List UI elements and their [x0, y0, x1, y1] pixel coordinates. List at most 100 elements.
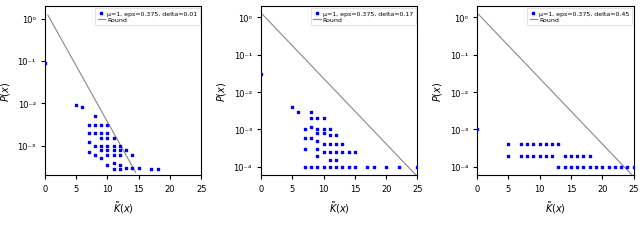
- μ=1, eps=0.375, delta=0.01: [109, 161, 119, 165]
- μ=1, eps=0.375, delta=0.01: [115, 154, 125, 157]
- μ=1, eps=0.375, delta=0.01: [152, 168, 163, 171]
- μ=1, eps=0.375, delta=0.01: [115, 144, 125, 148]
- Line: Round: Round: [48, 16, 136, 173]
- Legend: μ=1, eps=0.375, delta=0.17, Round: μ=1, eps=0.375, delta=0.17, Round: [311, 9, 415, 26]
- μ=1, eps=0.375, delta=0.01: [84, 131, 94, 135]
- μ=1, eps=0.375, delta=0.17: [349, 165, 360, 169]
- μ=1, eps=0.375, delta=0.45: [522, 154, 532, 158]
- μ=1, eps=0.375, delta=0.45: [516, 143, 526, 146]
- μ=1, eps=0.375, delta=0.01: [134, 166, 144, 170]
- μ=1, eps=0.375, delta=0.45: [559, 154, 570, 158]
- μ=1, eps=0.375, delta=0.17: [331, 134, 341, 137]
- μ=1, eps=0.375, delta=0.17: [312, 128, 323, 132]
- μ=1, eps=0.375, delta=0.45: [528, 143, 538, 146]
- μ=1, eps=0.375, delta=0.45: [516, 154, 526, 158]
- μ=1, eps=0.375, delta=0.01: [102, 124, 113, 128]
- μ=1, eps=0.375, delta=0.17: [312, 148, 323, 151]
- μ=1, eps=0.375, delta=0.45: [534, 143, 545, 146]
- μ=1, eps=0.375, delta=0.17: [362, 165, 372, 169]
- μ=1, eps=0.375, delta=0.45: [584, 154, 595, 158]
- μ=1, eps=0.375, delta=0.45: [528, 154, 538, 158]
- μ=1, eps=0.375, delta=0.17: [312, 154, 323, 158]
- μ=1, eps=0.375, delta=0.01: [109, 148, 119, 152]
- μ=1, eps=0.375, delta=0.45: [610, 165, 620, 169]
- μ=1, eps=0.375, delta=0.17: [312, 139, 323, 143]
- μ=1, eps=0.375, delta=0.17: [319, 151, 329, 154]
- μ=1, eps=0.375, delta=0.45: [472, 128, 482, 132]
- μ=1, eps=0.375, delta=0.01: [127, 154, 138, 157]
- μ=1, eps=0.375, delta=0.01: [90, 154, 100, 157]
- Round: [44, 15, 52, 18]
- μ=1, eps=0.375, delta=0.17: [319, 165, 329, 169]
- Round: [132, 171, 140, 174]
- μ=1, eps=0.375, delta=0.45: [554, 143, 564, 146]
- μ=1, eps=0.375, delta=0.01: [96, 148, 106, 152]
- μ=1, eps=0.375, delta=0.17: [324, 134, 335, 137]
- μ=1, eps=0.375, delta=0.17: [324, 159, 335, 162]
- μ=1, eps=0.375, delta=0.01: [102, 148, 113, 152]
- μ=1, eps=0.375, delta=0.01: [40, 62, 50, 65]
- μ=1, eps=0.375, delta=0.17: [412, 165, 422, 169]
- μ=1, eps=0.375, delta=0.01: [109, 154, 119, 157]
- μ=1, eps=0.375, delta=0.17: [306, 136, 316, 140]
- μ=1, eps=0.375, delta=0.17: [324, 151, 335, 154]
- Legend: μ=1, eps=0.375, delta=0.45, Round: μ=1, eps=0.375, delta=0.45, Round: [527, 9, 632, 26]
- μ=1, eps=0.375, delta=0.17: [306, 165, 316, 169]
- μ=1, eps=0.375, delta=0.17: [300, 165, 310, 169]
- μ=1, eps=0.375, delta=0.17: [337, 151, 348, 154]
- μ=1, eps=0.375, delta=0.45: [616, 165, 626, 169]
- μ=1, eps=0.375, delta=0.01: [84, 151, 94, 154]
- μ=1, eps=0.375, delta=0.45: [572, 154, 582, 158]
- μ=1, eps=0.375, delta=0.01: [71, 104, 81, 108]
- μ=1, eps=0.375, delta=0.17: [331, 143, 341, 146]
- μ=1, eps=0.375, delta=0.01: [96, 137, 106, 140]
- μ=1, eps=0.375, delta=0.45: [622, 165, 632, 169]
- μ=1, eps=0.375, delta=0.45: [604, 165, 614, 169]
- μ=1, eps=0.375, delta=0.17: [300, 148, 310, 151]
- μ=1, eps=0.375, delta=0.01: [90, 131, 100, 135]
- Y-axis label: $P(x)$: $P(x)$: [431, 81, 444, 101]
- μ=1, eps=0.375, delta=0.01: [96, 124, 106, 128]
- μ=1, eps=0.375, delta=0.17: [324, 143, 335, 146]
- μ=1, eps=0.375, delta=0.17: [394, 165, 404, 169]
- μ=1, eps=0.375, delta=0.45: [547, 143, 557, 146]
- μ=1, eps=0.375, delta=0.01: [96, 157, 106, 160]
- μ=1, eps=0.375, delta=0.17: [324, 165, 335, 169]
- μ=1, eps=0.375, delta=0.45: [554, 165, 564, 169]
- μ=1, eps=0.375, delta=0.45: [572, 165, 582, 169]
- μ=1, eps=0.375, delta=0.01: [84, 124, 94, 128]
- μ=1, eps=0.375, delta=0.17: [300, 128, 310, 132]
- μ=1, eps=0.375, delta=0.17: [312, 165, 323, 169]
- μ=1, eps=0.375, delta=0.45: [628, 165, 639, 169]
- μ=1, eps=0.375, delta=0.17: [287, 106, 298, 109]
- μ=1, eps=0.375, delta=0.01: [84, 141, 94, 144]
- μ=1, eps=0.375, delta=0.01: [115, 148, 125, 152]
- μ=1, eps=0.375, delta=0.45: [541, 154, 551, 158]
- μ=1, eps=0.375, delta=0.01: [127, 166, 138, 170]
- μ=1, eps=0.375, delta=0.01: [109, 168, 119, 171]
- μ=1, eps=0.375, delta=0.17: [256, 73, 266, 77]
- μ=1, eps=0.375, delta=0.17: [337, 143, 348, 146]
- μ=1, eps=0.375, delta=0.17: [319, 117, 329, 120]
- μ=1, eps=0.375, delta=0.01: [102, 137, 113, 140]
- μ=1, eps=0.375, delta=0.01: [90, 115, 100, 118]
- μ=1, eps=0.375, delta=0.45: [503, 154, 513, 158]
- μ=1, eps=0.375, delta=0.17: [324, 128, 335, 132]
- μ=1, eps=0.375, delta=0.45: [584, 165, 595, 169]
- μ=1, eps=0.375, delta=0.01: [102, 144, 113, 148]
- X-axis label: $\tilde{K}(x)$: $\tilde{K}(x)$: [545, 199, 566, 215]
- μ=1, eps=0.375, delta=0.45: [503, 143, 513, 146]
- μ=1, eps=0.375, delta=0.17: [319, 128, 329, 132]
- μ=1, eps=0.375, delta=0.01: [96, 131, 106, 135]
- μ=1, eps=0.375, delta=0.01: [102, 154, 113, 157]
- μ=1, eps=0.375, delta=0.17: [331, 159, 341, 162]
- μ=1, eps=0.375, delta=0.17: [319, 143, 329, 146]
- μ=1, eps=0.375, delta=0.17: [349, 151, 360, 154]
- Legend: μ=1, eps=0.375, delta=0.01, Round: μ=1, eps=0.375, delta=0.01, Round: [95, 9, 200, 26]
- μ=1, eps=0.375, delta=0.17: [381, 165, 391, 169]
- μ=1, eps=0.375, delta=0.01: [96, 144, 106, 148]
- μ=1, eps=0.375, delta=0.45: [559, 165, 570, 169]
- μ=1, eps=0.375, delta=0.17: [337, 165, 348, 169]
- μ=1, eps=0.375, delta=0.01: [115, 163, 125, 167]
- μ=1, eps=0.375, delta=0.45: [579, 154, 589, 158]
